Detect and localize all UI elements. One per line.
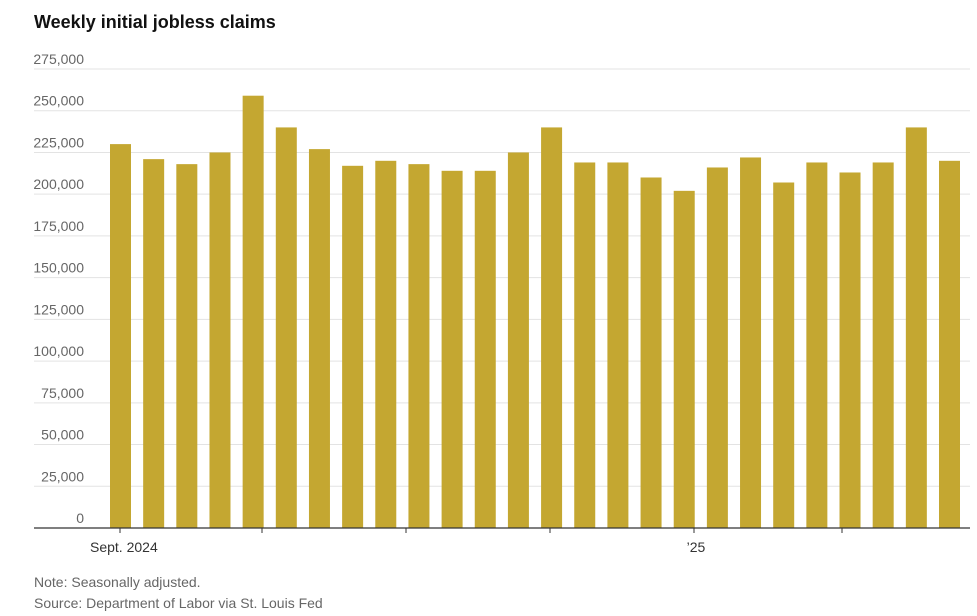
bar bbox=[541, 127, 563, 528]
source-text: Source: Department of Labor via St. Loui… bbox=[34, 595, 323, 611]
x-tick-label: ’25 bbox=[687, 539, 706, 555]
bar bbox=[773, 182, 795, 529]
y-tick-label: 75,000 bbox=[41, 385, 84, 401]
y-tick-label: 150,000 bbox=[33, 260, 84, 276]
bar bbox=[839, 172, 861, 528]
bar bbox=[209, 152, 231, 529]
note-text: Note: Seasonally adjusted. bbox=[34, 574, 201, 590]
y-tick-label: 200,000 bbox=[33, 176, 84, 192]
bars bbox=[110, 95, 960, 529]
chart-title: Weekly initial jobless claims bbox=[34, 12, 276, 32]
y-tick-label: 100,000 bbox=[33, 343, 84, 359]
bar bbox=[408, 164, 430, 528]
bar bbox=[275, 127, 297, 528]
bar bbox=[640, 177, 662, 528]
bar bbox=[441, 170, 463, 528]
bar bbox=[673, 190, 695, 529]
bar bbox=[242, 95, 264, 529]
bar bbox=[176, 164, 198, 528]
bar bbox=[939, 160, 960, 529]
gridlines bbox=[34, 68, 970, 487]
bar bbox=[507, 152, 529, 529]
y-tick-label: 25,000 bbox=[41, 468, 84, 484]
bar bbox=[574, 162, 596, 528]
y-tick-label: 250,000 bbox=[33, 93, 84, 109]
y-tick-label: 125,000 bbox=[33, 301, 84, 317]
bar bbox=[706, 167, 728, 528]
x-axis: Sept. 2024 ’25 bbox=[34, 527, 970, 555]
bar bbox=[375, 160, 397, 529]
bar-chart: 0 25,000 50,000 75,000 100,000 125,000 150,000… bbox=[33, 51, 970, 555]
y-tick-label: 175,000 bbox=[33, 218, 84, 234]
y-tick-label: 0 bbox=[76, 510, 84, 526]
bar bbox=[740, 157, 762, 528]
bar bbox=[143, 159, 165, 528]
bar bbox=[474, 170, 496, 528]
y-tick-label: 50,000 bbox=[41, 427, 84, 443]
bar bbox=[872, 162, 894, 528]
bar bbox=[110, 144, 131, 529]
chart-notes: Note: Seasonally adjusted. Source: Depar… bbox=[34, 572, 323, 614]
x-tick-label: Sept. 2024 bbox=[90, 539, 158, 555]
bar bbox=[342, 165, 364, 529]
bar bbox=[607, 162, 629, 528]
y-axis-labels: 0 25,000 50,000 75,000 100,000 125,000 150,000… bbox=[33, 51, 84, 526]
bar bbox=[905, 127, 927, 528]
bar bbox=[308, 149, 330, 528]
bar bbox=[806, 162, 828, 528]
y-tick-label: 275,000 bbox=[33, 51, 84, 67]
y-tick-label: 225,000 bbox=[33, 134, 84, 150]
